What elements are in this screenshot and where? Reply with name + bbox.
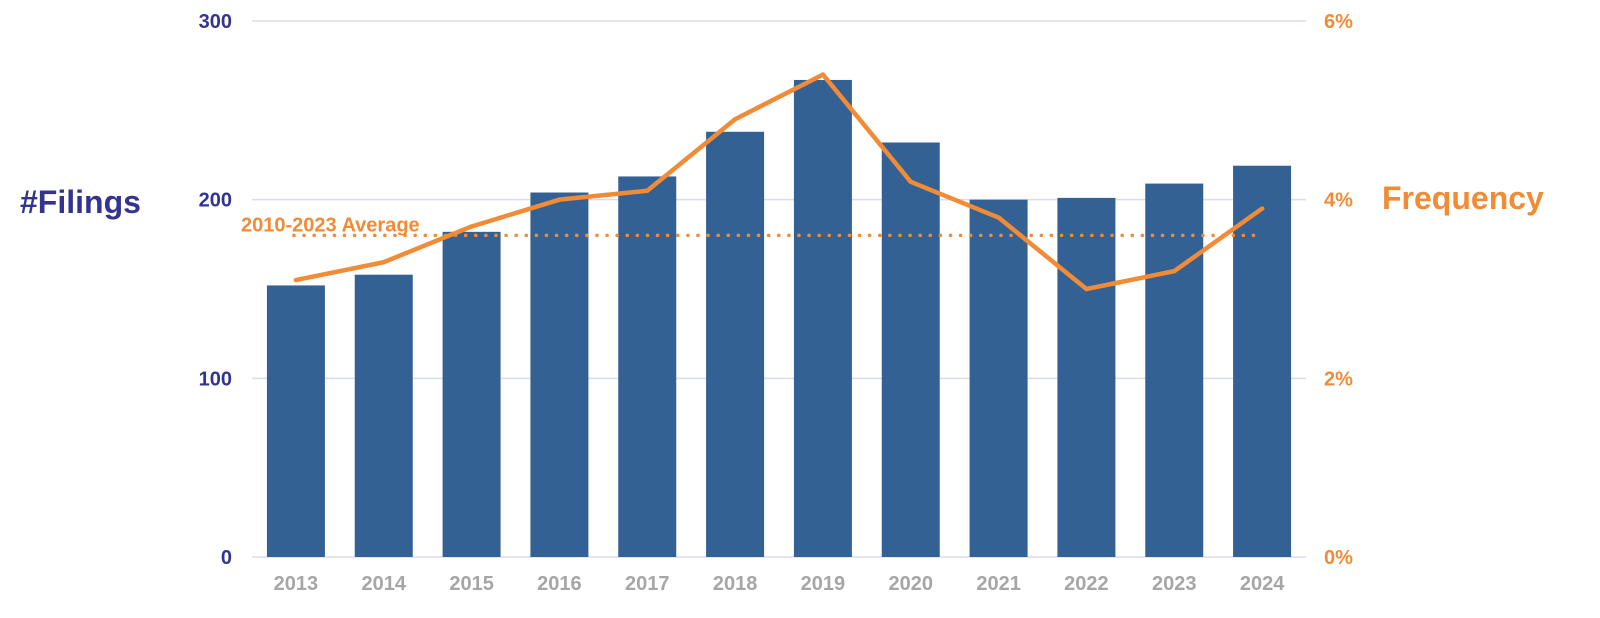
y-axis-title: #Filings — [20, 184, 141, 220]
bar — [354, 274, 413, 557]
line-point — [996, 215, 1001, 220]
x-tick-label: 2017 — [625, 573, 670, 595]
y2-axis-title: Frequency — [1382, 180, 1544, 216]
line-point — [820, 72, 826, 77]
bar — [530, 192, 589, 557]
frequency-series-line — [293, 72, 1265, 292]
line-point — [293, 277, 299, 283]
bar — [881, 142, 940, 557]
y-axis-ticks: 0 100 200 300 — [199, 11, 232, 569]
x-axis-ticks: 2013 2014 2015 2016 2017 2018 2019 2020 2021 2022… — [274, 573, 1286, 595]
y-tick-label: 300 — [199, 11, 232, 33]
frequency-line — [293, 72, 1265, 292]
bar — [793, 79, 852, 558]
average-label: 2010-2023 Average — [241, 214, 420, 236]
bar — [969, 199, 1028, 557]
line-point — [557, 197, 562, 202]
y-tick-label: 0 — [221, 547, 232, 569]
x-tick-label: 2021 — [976, 573, 1021, 595]
x-tick-label: 2023 — [1152, 573, 1197, 595]
bar — [706, 131, 765, 558]
bar — [442, 231, 501, 557]
y-tick-label: 100 — [199, 368, 232, 390]
x-tick-label: 2020 — [889, 573, 934, 595]
x-tick-label: 2014 — [362, 573, 407, 595]
y2-tick-label: 2% — [1324, 368, 1353, 390]
bar — [1233, 165, 1292, 557]
y2-tick-label: 0% — [1324, 547, 1353, 569]
line-point — [1259, 206, 1265, 211]
bar — [1057, 197, 1116, 557]
line-point — [732, 117, 738, 122]
x-tick-label: 2013 — [274, 573, 319, 595]
line-point — [469, 224, 474, 229]
x-tick-label: 2018 — [713, 573, 758, 595]
x-tick-label: 2022 — [1064, 573, 1109, 595]
bar — [618, 176, 677, 557]
bar — [266, 285, 325, 557]
line-point — [908, 179, 913, 184]
bars — [266, 79, 1292, 558]
x-tick-label: 2015 — [449, 573, 494, 595]
gridlines — [252, 20, 1306, 558]
y2-tick-label: 4% — [1324, 190, 1353, 212]
y2-axis-ticks: 0% 2% 4% 6% — [1324, 11, 1353, 569]
y2-tick-label: 6% — [1324, 11, 1353, 33]
x-tick-label: 2024 — [1240, 573, 1285, 595]
x-tick-label: 2019 — [801, 573, 846, 595]
line-point — [645, 188, 650, 193]
line-point — [381, 260, 386, 265]
line-point — [1084, 286, 1089, 292]
x-tick-label: 2016 — [537, 573, 582, 595]
bar — [1145, 183, 1204, 557]
y-tick-label: 200 — [199, 190, 232, 212]
line-point — [1172, 268, 1177, 274]
